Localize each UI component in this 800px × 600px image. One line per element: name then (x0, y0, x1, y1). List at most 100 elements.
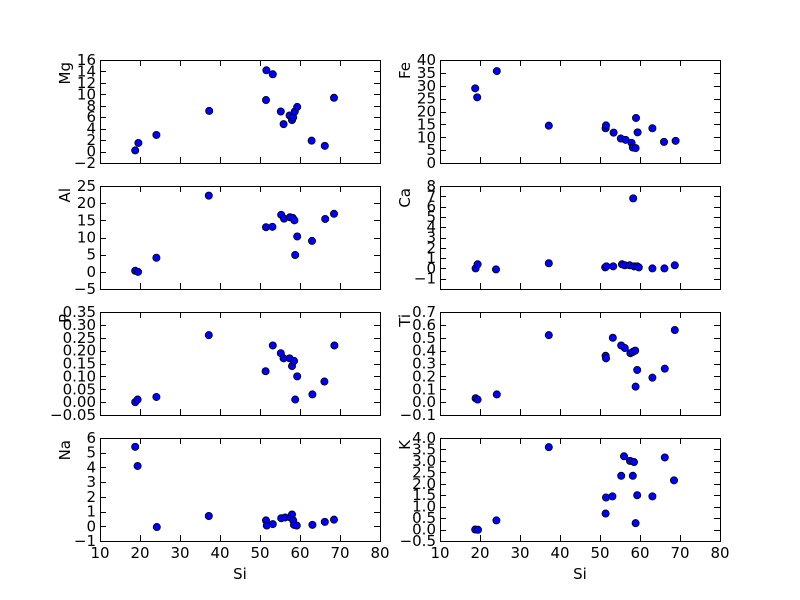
y-tick-label: 0 (86, 263, 96, 281)
x-tick-label: 40 (210, 544, 229, 562)
y-tick-label: −2 (74, 154, 96, 172)
data-points (471, 194, 679, 274)
data-point (492, 390, 501, 399)
data-point (630, 458, 639, 467)
data-point (602, 121, 611, 130)
y-tick-label: 30 (417, 77, 436, 95)
data-point (205, 106, 214, 115)
data-points (131, 331, 339, 407)
data-point (268, 70, 277, 79)
data-point (293, 372, 302, 381)
axes-frame (100, 438, 381, 542)
y-tick-label: 0.6 (412, 316, 436, 334)
data-point (276, 107, 285, 116)
y-tick-label: 0.00 (63, 393, 96, 411)
data-point (473, 260, 482, 269)
data-point (261, 96, 270, 105)
data-point (133, 461, 142, 470)
data-point (321, 214, 330, 223)
y-tick-label: 35 (417, 64, 436, 82)
data-point (262, 66, 271, 75)
y-tick-label: 10 (77, 229, 96, 247)
data-point (609, 128, 618, 137)
data-point (648, 373, 657, 382)
data-point (293, 232, 302, 241)
y-axis-label: P (56, 314, 74, 323)
y-tick-label: 1 (426, 249, 436, 267)
y-tick-label: 0.30 (63, 316, 96, 334)
x-tick-label: 80 (710, 544, 729, 562)
data-point (648, 492, 657, 501)
y-tick-label: 3.5 (412, 440, 436, 458)
data-point (601, 509, 610, 518)
y-tick-label: 0.3 (412, 355, 436, 373)
data-point (268, 222, 277, 231)
panel-ti: −0.10.00.10.20.30.40.50.60.7Ti (396, 303, 721, 424)
x-tick-label: 40 (550, 544, 569, 562)
y-tick-label: 0.15 (63, 355, 96, 373)
data-point (204, 331, 213, 340)
data-point (631, 346, 640, 355)
data-point (290, 216, 299, 225)
data-point (471, 84, 480, 93)
data-point (473, 395, 482, 404)
data-points (131, 66, 338, 155)
y-tick-label: 2.0 (412, 475, 436, 493)
x-tick-label: 50 (590, 544, 609, 562)
y-tick-label: −0.05 (50, 406, 96, 424)
data-point (628, 471, 637, 480)
axes-frame (440, 438, 721, 542)
y-tick-label: 6 (86, 108, 96, 126)
y-tick-label: 40 (417, 51, 436, 69)
y-tick-label: 8 (86, 97, 96, 115)
y-tick-label: 0.0 (412, 521, 436, 539)
axes-frame (440, 186, 721, 290)
y-tick-label: 5 (426, 208, 436, 226)
data-points (131, 191, 338, 276)
y-tick-label: −1 (414, 270, 436, 288)
data-point (152, 523, 161, 532)
y-tick-label: 10 (417, 128, 436, 146)
data-point (670, 326, 679, 335)
data-point (660, 364, 669, 373)
y-axis-label: Al (56, 188, 74, 202)
y-tick-label: 7 (426, 187, 436, 205)
data-point (670, 476, 679, 485)
y-axis-label: Ca (396, 188, 414, 208)
data-point (608, 492, 617, 501)
data-point (279, 120, 288, 129)
y-tick-label: 5 (86, 246, 96, 264)
data-point (670, 261, 679, 270)
y-tick-label: 0.25 (63, 329, 96, 347)
y-tick-label: 4.0 (412, 429, 436, 447)
panel-p: −0.050.000.050.100.150.200.250.300.35P (50, 303, 381, 424)
y-tick-label: 1 (86, 503, 96, 521)
y-tick-label: 25 (77, 177, 96, 195)
data-point (473, 93, 482, 102)
y-tick-label: 1.5 (412, 486, 436, 504)
y-tick-label: 10 (77, 85, 96, 103)
y-tick-label: 0 (86, 517, 96, 535)
data-points (471, 326, 679, 404)
y-tick-label: 16 (77, 51, 96, 69)
panels-container: −20246810121416Mg0510152025303540Fe−5051… (50, 51, 730, 583)
data-point (308, 520, 317, 529)
y-tick-label: 0 (426, 154, 436, 172)
data-point (633, 491, 642, 500)
data-point (648, 124, 657, 133)
x-tick-label: 20 (470, 544, 489, 562)
data-point (608, 333, 617, 342)
y-tick-label: 2.5 (412, 463, 436, 481)
data-point (329, 515, 338, 524)
x-tick-label: 10 (430, 544, 449, 562)
data-point (320, 517, 329, 526)
x-axis-label: Si (573, 565, 587, 583)
y-tick-label: 15 (417, 115, 436, 133)
data-point (492, 67, 501, 76)
x-tick-label: 60 (290, 544, 309, 562)
data-point (204, 511, 213, 520)
data-point (291, 395, 300, 404)
